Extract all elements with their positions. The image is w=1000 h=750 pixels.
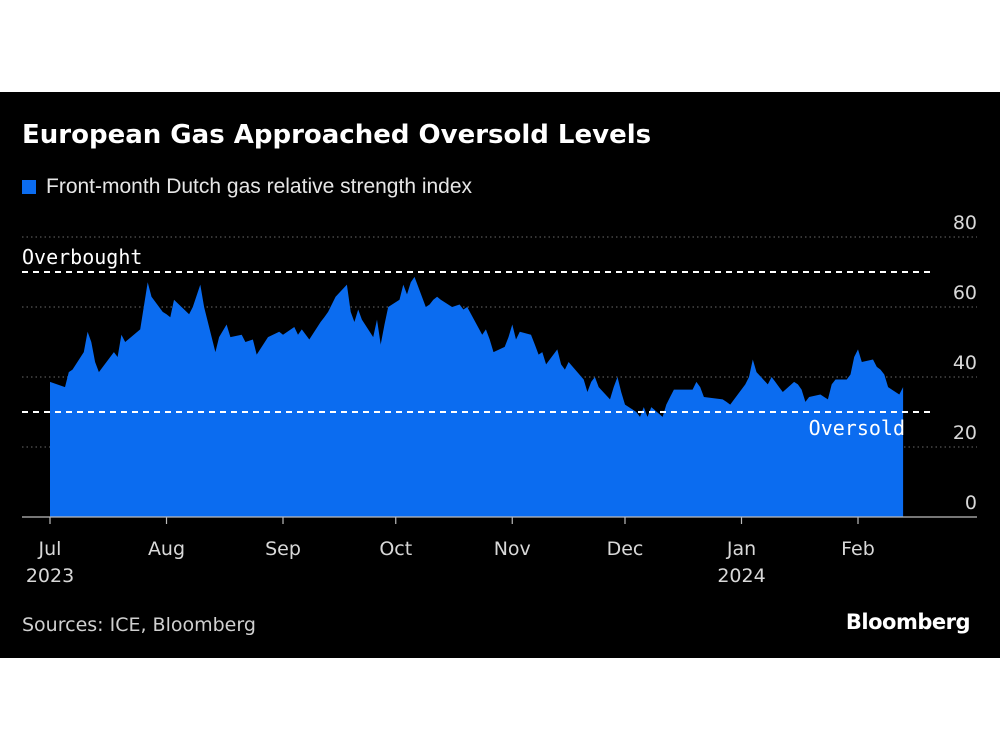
reference-label-overbought: Overbought: [22, 245, 142, 269]
legend-swatch: [22, 180, 36, 194]
x-tick-label: Sep: [265, 538, 301, 560]
reference-label-oversold: Oversold: [809, 416, 905, 440]
chart-panel: European Gas Approached Oversold Levels …: [0, 92, 1000, 658]
source-note: Sources: ICE, Bloomberg: [22, 614, 256, 636]
x-tick-label: Oct: [379, 538, 412, 560]
x-tick-label: Feb: [841, 538, 875, 560]
x-tick-year-label: 2024: [717, 565, 765, 587]
x-tick-year-label: 2023: [26, 565, 74, 587]
chart-legend: Front-month Dutch gas relative strength …: [22, 175, 472, 199]
chart-title: European Gas Approached Oversold Levels: [22, 120, 652, 150]
y-tick-label: 60: [953, 282, 977, 304]
x-tick-label: Nov: [494, 538, 531, 560]
x-tick-label: Aug: [148, 538, 185, 560]
y-tick-label: 20: [953, 422, 977, 444]
y-tick-label: 80: [953, 212, 977, 234]
x-tick-label: Dec: [607, 538, 644, 560]
x-tick-label: Jul: [38, 538, 62, 560]
y-tick-label: 40: [953, 352, 977, 374]
area-series-rsi: [50, 276, 904, 517]
x-tick-label: Jan: [726, 538, 756, 560]
y-tick-label: 0: [965, 492, 977, 514]
chart-plot: Overbought Oversold 0 20 40 60 80 Jul 2023 Aug Sep…: [22, 212, 977, 587]
legend-label: Front-month Dutch gas relative strength …: [46, 175, 473, 198]
bloomberg-logo: Bloomberg: [845, 610, 971, 634]
